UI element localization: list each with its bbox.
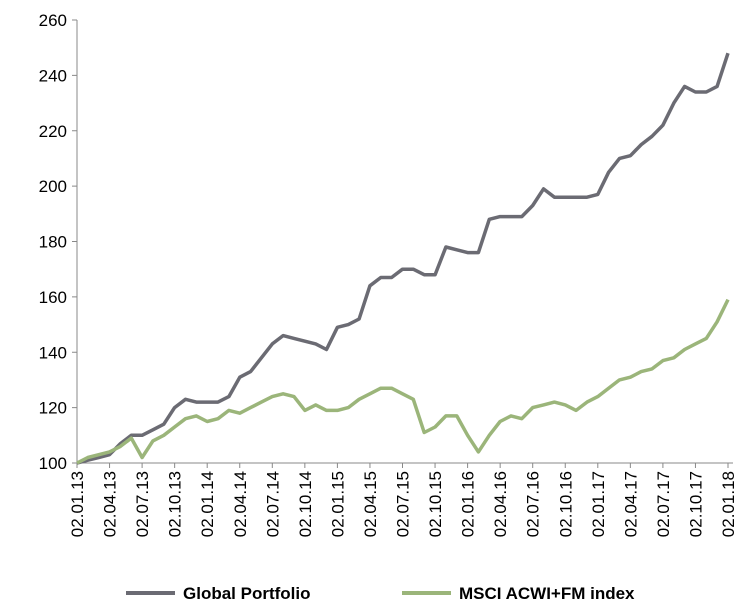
- legend-label: Global Portfolio: [183, 584, 311, 603]
- x-tick-label: 02.01.17: [589, 471, 608, 537]
- y-tick-label: 220: [39, 122, 67, 141]
- x-tick-label: 02.04.16: [491, 471, 510, 537]
- x-tick-label: 02.07.15: [394, 471, 413, 537]
- x-tick-label: 02.04.17: [621, 471, 640, 537]
- x-tick-label: 02.10.16: [556, 471, 575, 537]
- y-tick-label: 160: [39, 288, 67, 307]
- x-tick-label: 02.04.14: [231, 471, 250, 537]
- y-tick-label: 140: [39, 343, 67, 362]
- y-tick-label: 100: [39, 454, 67, 473]
- x-tick-label: 02.01.15: [328, 471, 347, 537]
- x-tick-label: 02.04.15: [361, 471, 380, 537]
- x-tick-label: 02.01.14: [198, 471, 217, 537]
- y-tick-label: 260: [39, 11, 67, 30]
- x-tick-label: 02.01.16: [459, 471, 478, 537]
- x-tick-label: 02.07.13: [133, 471, 152, 537]
- x-tick-label: 02.10.15: [426, 471, 445, 537]
- x-tick-label: 02.07.17: [654, 471, 673, 537]
- y-tick-label: 120: [39, 399, 67, 418]
- x-tick-label: 02.10.14: [296, 471, 315, 537]
- series-line: [76, 52, 730, 465]
- x-tick-label: 02.01.18: [719, 471, 737, 537]
- legend-label: MSCI ACWI+FM index: [459, 584, 635, 603]
- x-tick-label: 02.10.17: [686, 471, 705, 537]
- x-tick-label: 02.07.16: [524, 471, 543, 537]
- y-tick-label: 200: [39, 177, 67, 196]
- x-tick-label: 02.10.13: [166, 471, 185, 537]
- y-tick-label: 180: [39, 233, 67, 252]
- series-line: [76, 298, 730, 465]
- y-tick-label: 240: [39, 66, 67, 85]
- x-tick-label: 02.04.13: [101, 471, 120, 537]
- x-tick-label: 02.01.13: [68, 471, 87, 537]
- x-tick-label: 02.07.14: [263, 471, 282, 537]
